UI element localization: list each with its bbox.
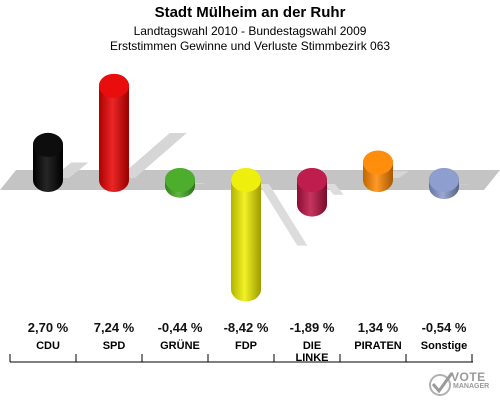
- category-label: PIRATEN: [354, 340, 402, 352]
- value-label: -0,54 %: [422, 320, 467, 335]
- value-label: -8,42 %: [224, 320, 269, 335]
- bar-shadow: [325, 184, 344, 195]
- value-label: 7,24 %: [94, 320, 135, 335]
- checkmark-icon: [429, 372, 454, 396]
- bar-die-linke: [297, 168, 327, 217]
- bar-shadow: [259, 184, 308, 246]
- bar-sonstige: [429, 168, 459, 200]
- category-label: FDP: [235, 340, 257, 352]
- vote-manager-logo: VOTE MANAGER: [428, 370, 498, 398]
- bars: [33, 73, 459, 302]
- logo-subtext: MANAGER: [453, 383, 490, 390]
- chart-subtitle-2: Erststimmen Gewinne und Verluste Stimmbe…: [109, 39, 391, 53]
- value-label: -1,89 %: [290, 320, 335, 335]
- bar-piraten: [363, 150, 393, 192]
- bar-cdu: [33, 132, 63, 192]
- category-label: LINKE: [296, 352, 329, 364]
- bar-shadow: [193, 183, 206, 184]
- category-axis: [9, 354, 473, 363]
- bar-fdp: [231, 168, 261, 302]
- value-label: -0,44 %: [158, 320, 203, 335]
- value-labels: 2,70 % 7,24 % -0,44 % -8,42 % -1,89 % 1,34 % -…: [28, 320, 467, 335]
- category-label: GRÜNE: [160, 339, 200, 352]
- chart-title: Stadt Mülheim an der Ruhr: [154, 4, 346, 21]
- category-label: Sonstige: [421, 340, 467, 352]
- bar-shadow: [118, 132, 187, 178]
- category-label: DIE: [303, 340, 321, 352]
- category-label: SPD: [103, 340, 126, 352]
- chart-subtitle: Landtagswahl 2010 - Bundestagswahl 2009: [133, 24, 367, 38]
- category-label: CDU: [36, 340, 60, 352]
- logo-text: VOTE: [451, 370, 486, 384]
- bar-gr-ne: [165, 168, 195, 198]
- value-label: 1,34 %: [358, 320, 399, 335]
- value-label: 2,70 %: [28, 320, 69, 335]
- bar-spd: [99, 73, 129, 192]
